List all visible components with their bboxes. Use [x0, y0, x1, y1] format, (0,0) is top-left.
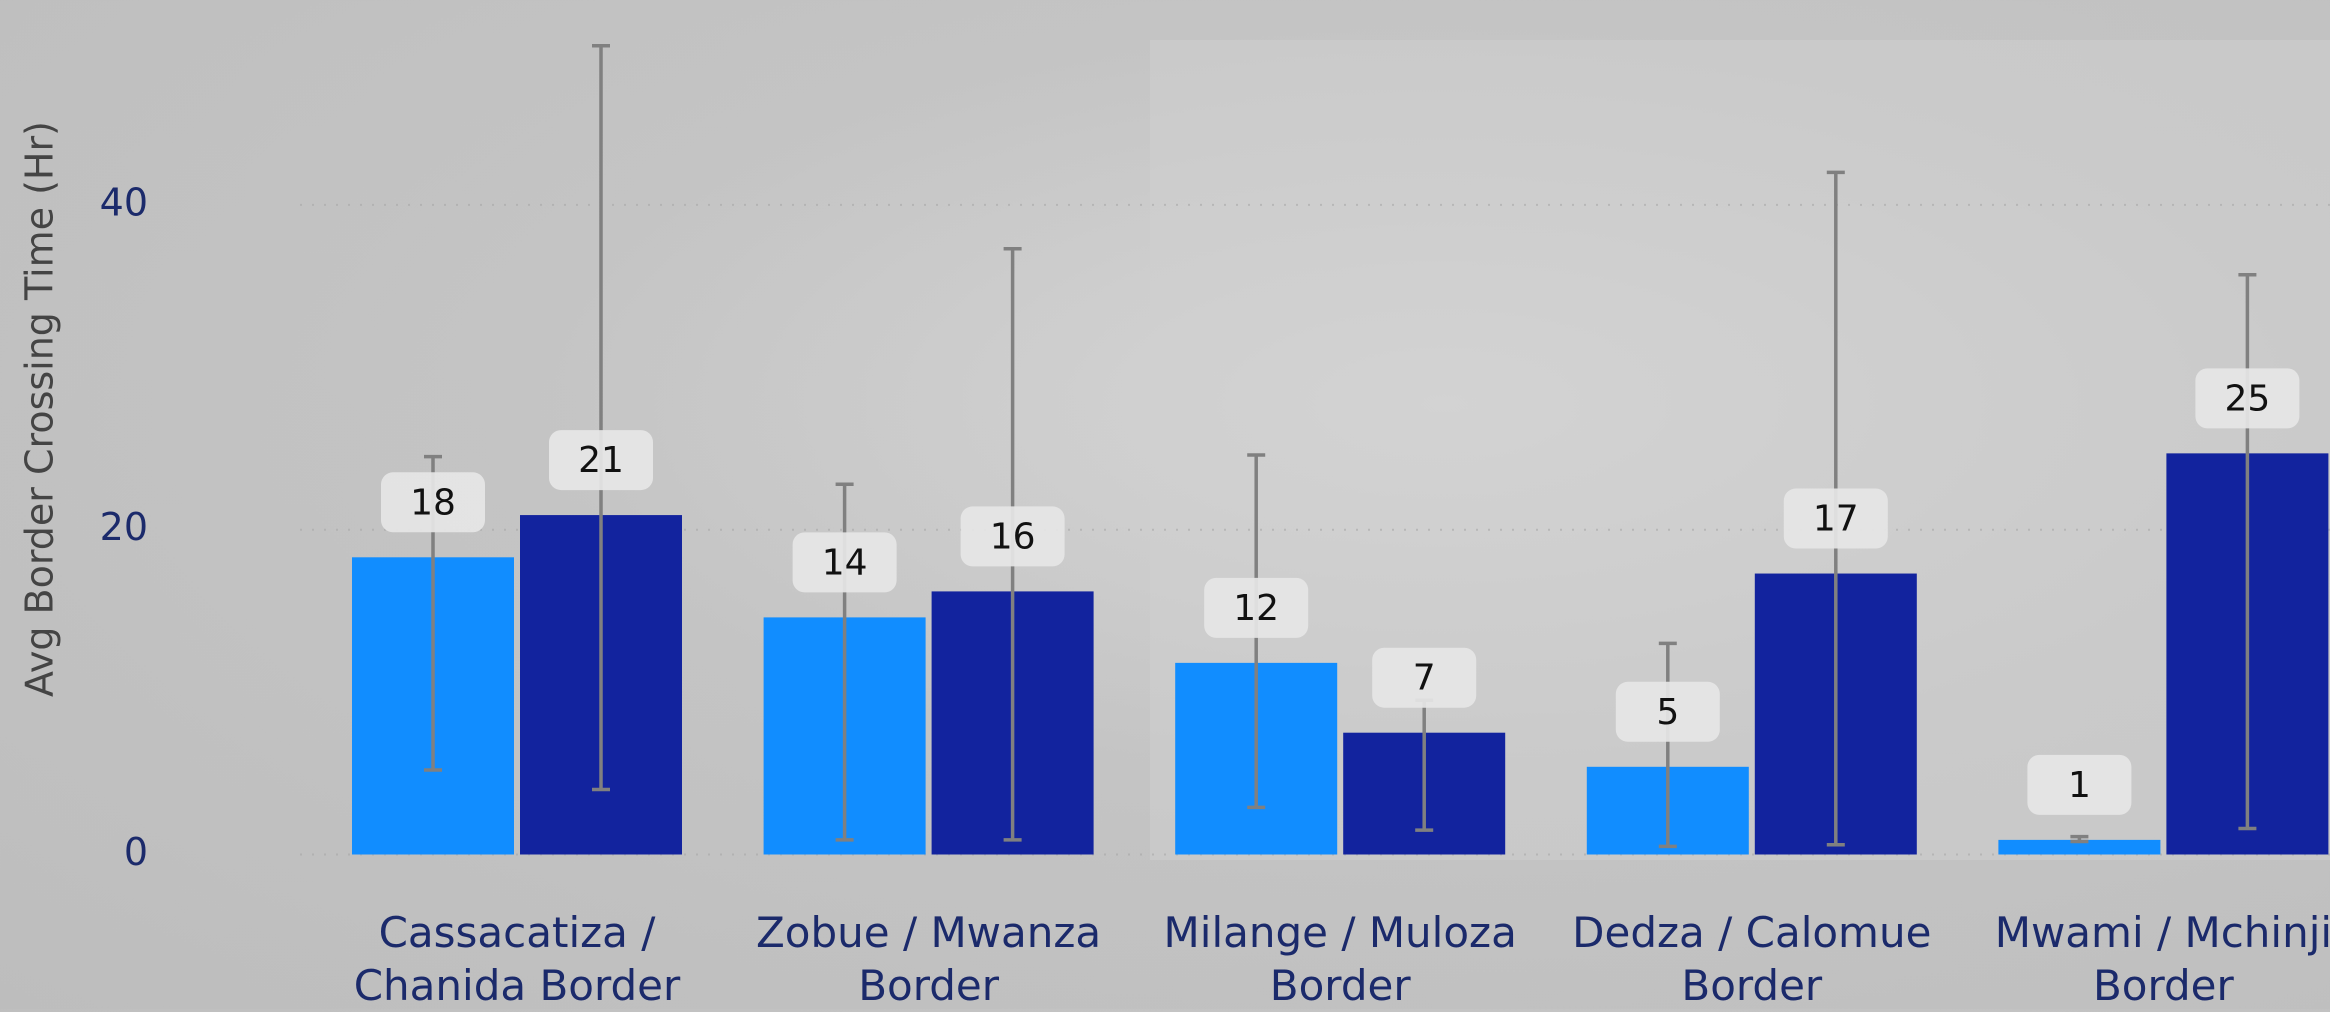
x-tick-label: Cassacatiza / Chanida Border [327, 906, 707, 1012]
x-tick-label: Dedza / Calomue Border [1562, 906, 1942, 1012]
data-label: 7 [1413, 658, 1436, 699]
y-axis-title: Avg Border Crossing Time (Hr) [18, 121, 62, 697]
data-label: 21 [578, 440, 624, 481]
x-tick-label: Milange / Muloza Border [1150, 906, 1530, 1012]
y-tick-label: 40 [100, 180, 148, 224]
data-label: 5 [1656, 692, 1679, 733]
y-tick-label: 20 [100, 505, 148, 549]
data-label: 17 [1813, 499, 1859, 540]
data-label: 12 [1233, 588, 1279, 629]
data-label: 1 [2068, 765, 2091, 806]
x-tick-label: Mwami / Mchinji Border [1973, 906, 2330, 1012]
page: Avg Border Crossing Time (Hr) 0 20 40 18 21 1… [0, 0, 2330, 1009]
chart: Avg Border Crossing Time (Hr) 0 20 40 18 21 1… [0, 0, 2330, 1009]
data-label: 16 [990, 516, 1036, 557]
x-tick-label: Zobue / Mwanza Border [739, 906, 1119, 1012]
y-tick-label: 0 [124, 830, 148, 874]
data-label: 18 [410, 482, 456, 523]
data-label: 25 [2224, 378, 2270, 419]
data-label: 14 [822, 542, 868, 583]
